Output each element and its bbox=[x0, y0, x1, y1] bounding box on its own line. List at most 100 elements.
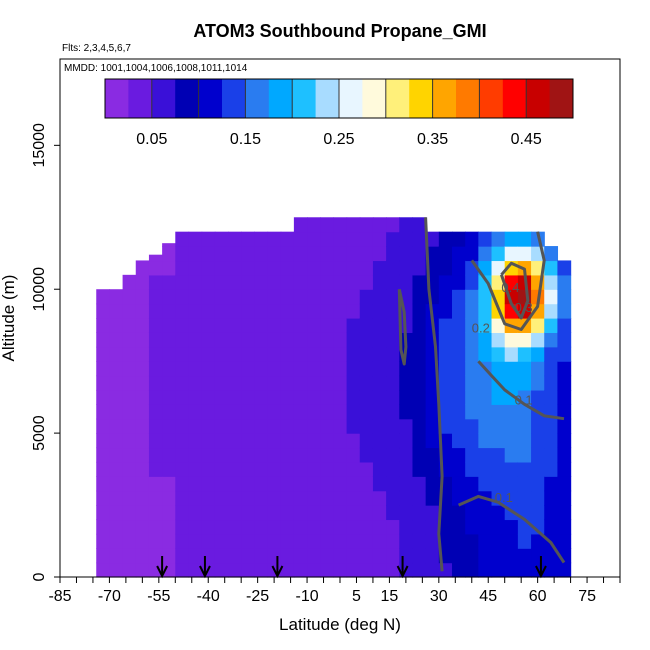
heatmap-cell bbox=[465, 318, 479, 333]
heatmap-cell bbox=[188, 562, 203, 578]
heatmap-cell bbox=[504, 533, 519, 549]
heatmap-cell bbox=[135, 476, 150, 492]
heatmap-cell bbox=[254, 490, 269, 506]
heatmap-cell bbox=[148, 318, 163, 333]
heatmap-cell bbox=[241, 332, 255, 348]
heatmap-cell bbox=[346, 533, 361, 549]
heatmap-cell bbox=[425, 548, 440, 564]
heatmap-cell bbox=[452, 303, 466, 319]
heatmap-cell bbox=[175, 289, 190, 305]
heatmap-cell bbox=[372, 361, 387, 377]
flight-marker-head bbox=[271, 565, 284, 579]
heatmap-cell bbox=[359, 418, 374, 434]
heatmap-cell bbox=[478, 562, 493, 578]
heatmap-cell bbox=[386, 289, 400, 305]
heatmap-cell bbox=[517, 490, 532, 506]
heatmap-cell bbox=[96, 562, 111, 578]
heatmap-area bbox=[96, 217, 572, 578]
heatmap-cell bbox=[359, 548, 374, 564]
heatmap-cell bbox=[531, 303, 545, 319]
heatmap-cell bbox=[399, 260, 414, 276]
heatmap-cell bbox=[135, 361, 150, 377]
heatmap-cell bbox=[175, 389, 190, 405]
x-tick-label: -25 bbox=[246, 588, 269, 605]
heatmap-cell bbox=[544, 375, 559, 391]
heatmap-cell bbox=[254, 332, 269, 348]
heatmap-cell bbox=[452, 461, 466, 477]
heatmap-cell bbox=[531, 318, 545, 333]
heatmap-cell bbox=[346, 274, 361, 290]
heatmap-cell bbox=[478, 447, 493, 463]
heatmap-cell bbox=[96, 318, 111, 333]
heatmap-cell bbox=[372, 433, 387, 449]
heatmap-cell bbox=[228, 375, 242, 391]
x-tick-label: 30 bbox=[430, 588, 448, 605]
heatmap-cell bbox=[544, 246, 559, 262]
heatmap-cell bbox=[320, 505, 335, 521]
heatmap-cell bbox=[254, 303, 269, 319]
heatmap-cell bbox=[280, 476, 295, 492]
heatmap-cell bbox=[214, 246, 229, 262]
heatmap-cell bbox=[386, 274, 400, 290]
heatmap-cell bbox=[346, 548, 361, 564]
heatmap-cell bbox=[135, 389, 150, 405]
heatmap-cell bbox=[478, 433, 493, 449]
heatmap-cell bbox=[228, 461, 242, 477]
heatmap-cell bbox=[557, 562, 572, 578]
heatmap-cell bbox=[188, 361, 203, 377]
heatmap-cell bbox=[359, 375, 374, 391]
heatmap-cell bbox=[504, 346, 519, 362]
heatmap-cell bbox=[531, 346, 545, 362]
heatmap-cell bbox=[557, 361, 572, 377]
heatmap-cell bbox=[214, 404, 229, 420]
heatmap-cell bbox=[359, 505, 374, 521]
heatmap-cell bbox=[162, 318, 176, 333]
heatmap-cell bbox=[386, 231, 400, 247]
heatmap-cell bbox=[162, 361, 176, 377]
heatmap-cell bbox=[359, 303, 374, 319]
heatmap-cell bbox=[504, 375, 519, 391]
heatmap-cell bbox=[504, 246, 519, 262]
heatmap-cell bbox=[359, 346, 374, 362]
heatmap-cell bbox=[333, 375, 348, 391]
heatmap-cell bbox=[201, 548, 216, 564]
heatmap-cell bbox=[517, 447, 532, 463]
heatmap-cell bbox=[201, 505, 216, 521]
heatmap-cell bbox=[359, 231, 374, 247]
heatmap-cell bbox=[372, 318, 387, 333]
heatmap-cell bbox=[333, 548, 348, 564]
heatmap-cell bbox=[267, 274, 282, 290]
contour-line bbox=[457, 494, 566, 564]
flight-markers bbox=[156, 556, 547, 579]
heatmap-cell bbox=[307, 519, 321, 535]
heatmap-cell bbox=[412, 231, 427, 247]
heatmap-cell bbox=[122, 274, 137, 290]
heatmap-cell bbox=[491, 361, 506, 377]
heatmap-cell bbox=[333, 361, 348, 377]
heatmap-cell bbox=[465, 332, 479, 348]
heatmap-cell bbox=[320, 274, 335, 290]
heatmap-cell bbox=[214, 418, 229, 434]
heatmap-cell bbox=[452, 404, 466, 420]
heatmap-cell bbox=[148, 332, 163, 348]
heatmap-cell bbox=[333, 318, 348, 333]
heatmap-cell bbox=[148, 505, 163, 521]
heatmap-cell bbox=[557, 461, 572, 477]
chart-title: ATOM3 Southbound Propane_GMI bbox=[193, 21, 486, 41]
colorbar-tick-label: 0.35 bbox=[417, 131, 448, 148]
heatmap-cell bbox=[228, 346, 242, 362]
heatmap-cell bbox=[307, 346, 321, 362]
heatmap-cell bbox=[359, 318, 374, 333]
heatmap-cell bbox=[320, 490, 335, 506]
heatmap-cell bbox=[214, 519, 229, 535]
heatmap-cell bbox=[201, 274, 216, 290]
heatmap-cell bbox=[346, 389, 361, 405]
heatmap-cell bbox=[96, 332, 111, 348]
dates-subtitle: MMDD: 1001,1004,1006,1008,1011,1014 bbox=[64, 63, 248, 74]
heatmap-cell bbox=[320, 332, 335, 348]
heatmap-cell bbox=[175, 361, 190, 377]
heatmap-cell bbox=[465, 533, 479, 549]
heatmap-cell bbox=[96, 533, 111, 549]
heatmap-cell bbox=[96, 404, 111, 420]
heatmap-cell bbox=[438, 332, 453, 348]
